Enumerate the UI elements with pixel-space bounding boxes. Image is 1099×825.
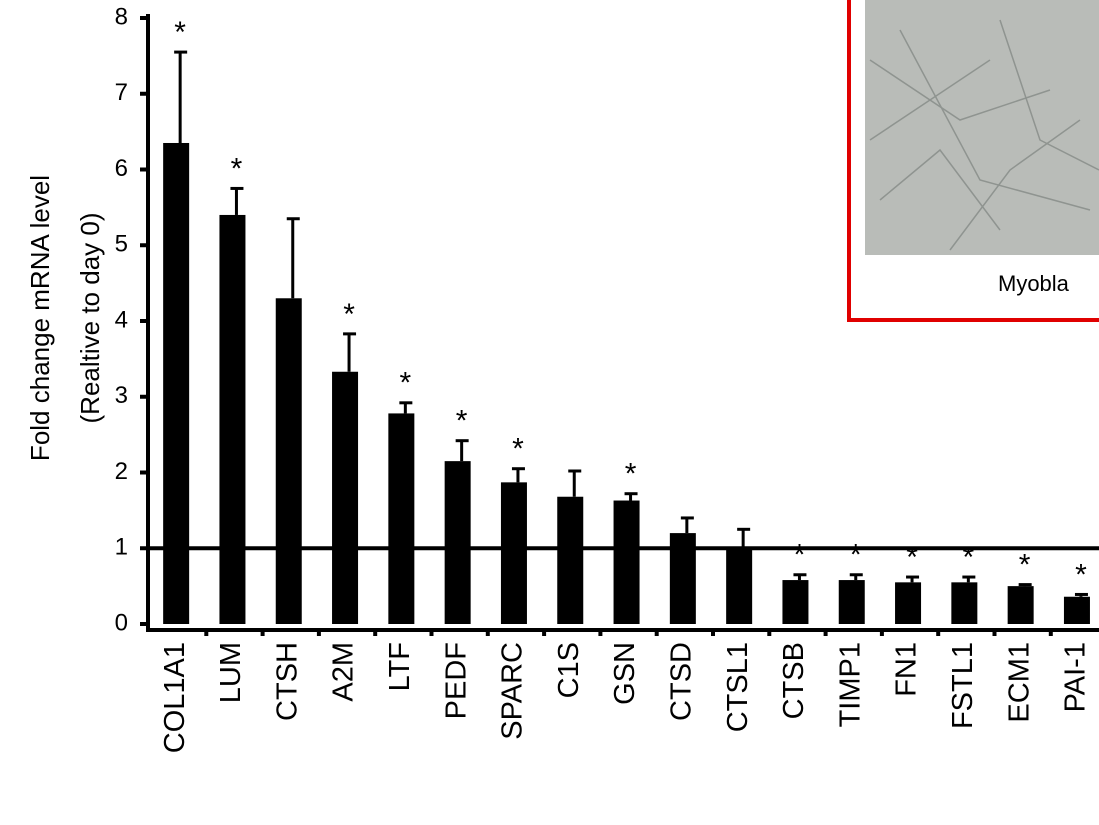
x-tick-label: SPARC	[497, 642, 529, 740]
x-tick-label: C1S	[553, 642, 585, 698]
x-tick-label: ECM1	[1003, 642, 1035, 723]
y-tick-label: 4	[115, 306, 128, 333]
x-tick-label: CTSD	[666, 642, 698, 721]
bar	[388, 413, 414, 624]
y-axis-label: (Realtive to day 0)	[75, 213, 105, 424]
inset: Myobla	[849, 0, 1099, 320]
x-tick-label: COL1A1	[159, 642, 191, 753]
bar	[1064, 597, 1090, 624]
significance-label: *	[1075, 558, 1087, 591]
x-tick-label: FN1	[891, 642, 923, 697]
significance-label: *	[174, 16, 186, 49]
significance-label: *	[456, 405, 468, 438]
bar	[501, 482, 527, 624]
bar	[557, 497, 583, 624]
y-axis-label: Fold change mRNA level	[25, 175, 55, 461]
y-tick-label: 3	[115, 382, 128, 409]
bar	[276, 298, 302, 624]
bar	[445, 461, 471, 624]
bar	[1008, 586, 1034, 624]
y-tick-label: 8	[115, 3, 128, 30]
bar	[219, 215, 245, 624]
x-tick-label: LTF	[384, 642, 416, 691]
y-tick-label: 6	[115, 155, 128, 182]
significance-label: *	[343, 298, 355, 331]
x-tick-label: CTSL1	[722, 642, 754, 732]
bar	[782, 580, 808, 624]
x-tick-label: FSTL1	[947, 642, 979, 729]
inset-caption: Myobla	[998, 271, 1070, 296]
significance-label: *	[850, 539, 862, 572]
y-tick-label: 5	[115, 231, 128, 258]
x-tick-label: PAI-1	[1060, 642, 1092, 712]
bar	[163, 143, 189, 624]
bar	[726, 548, 752, 624]
significance-label: *	[512, 433, 524, 466]
y-tick-label: 7	[115, 79, 128, 106]
bar	[614, 501, 640, 624]
significance-label: *	[400, 367, 412, 400]
x-tick-label: PEDF	[440, 642, 472, 719]
chart: Myobla Fold change mRNA level (Realtive t…	[0, 0, 1099, 825]
inset-photo	[865, 0, 1099, 255]
significance-label: *	[963, 541, 975, 574]
x-tick-label: TIMP1	[834, 642, 866, 727]
significance-label: *	[625, 458, 637, 491]
bar	[895, 582, 921, 624]
bar	[332, 372, 358, 624]
bar	[839, 580, 865, 624]
x-tick-label: CTSH	[271, 642, 303, 721]
bar	[951, 582, 977, 624]
y-tick-label: 1	[115, 534, 128, 561]
x-tick-label: A2M	[328, 642, 360, 702]
x-tick-label: GSN	[609, 642, 641, 705]
significance-label: *	[794, 539, 806, 572]
x-tick-label: CTSB	[778, 642, 810, 719]
y-tick-label: 0	[115, 609, 128, 636]
x-tick-label: LUM	[215, 642, 247, 703]
significance-label: *	[906, 541, 918, 574]
y-tick-label: 2	[115, 458, 128, 485]
significance-label: *	[1019, 549, 1031, 582]
significance-label: *	[231, 152, 243, 185]
